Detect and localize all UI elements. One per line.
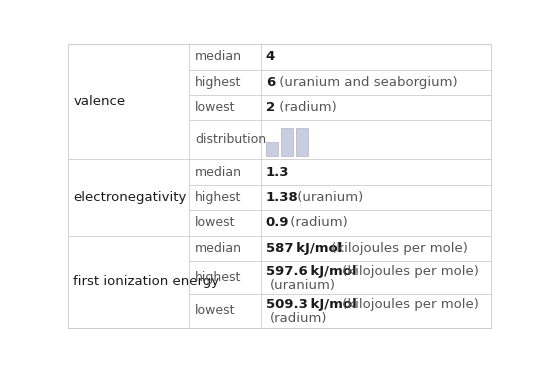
Text: highest: highest [195,271,241,284]
Bar [266,142,278,156]
Text: highest: highest [195,191,241,204]
Text: (kilojoules per mole): (kilojoules per mole) [339,298,479,311]
Text: (uranium and seaborgium): (uranium and seaborgium) [275,76,458,89]
Text: 4: 4 [266,50,275,63]
Bar [281,128,293,156]
Text: (kilojoules per mole): (kilojoules per mole) [338,265,479,278]
Text: median: median [195,166,242,178]
Text: highest: highest [195,76,241,89]
Text: 587 kJ/mol: 587 kJ/mol [266,242,342,255]
Text: first ionization energy: first ionization energy [73,275,219,288]
Text: electronegativity: electronegativity [73,191,187,204]
Text: median: median [195,242,242,255]
Text: (radium): (radium) [286,216,348,230]
Text: (uranium): (uranium) [293,191,364,204]
Bar [296,128,308,156]
Text: lowest: lowest [195,216,235,230]
Text: median: median [195,50,242,63]
Text: (radium): (radium) [270,312,328,325]
Text: lowest: lowest [195,101,235,114]
Text: valence: valence [73,95,126,108]
Text: 1.38: 1.38 [266,191,299,204]
Text: 509.3 kJ/mol: 509.3 kJ/mol [266,298,357,311]
Text: 0.9: 0.9 [266,216,289,230]
Text: (kilojoules per mole): (kilojoules per mole) [327,242,468,255]
Text: lowest: lowest [195,304,235,318]
Text: 2: 2 [266,101,275,114]
Text: (uranium): (uranium) [270,279,336,292]
Text: (radium): (radium) [275,101,337,114]
Text: distribution: distribution [195,134,266,146]
Text: 1.3: 1.3 [266,166,289,178]
Text: 597.6 kJ/mol: 597.6 kJ/mol [266,265,357,278]
Text: 6: 6 [266,76,275,89]
